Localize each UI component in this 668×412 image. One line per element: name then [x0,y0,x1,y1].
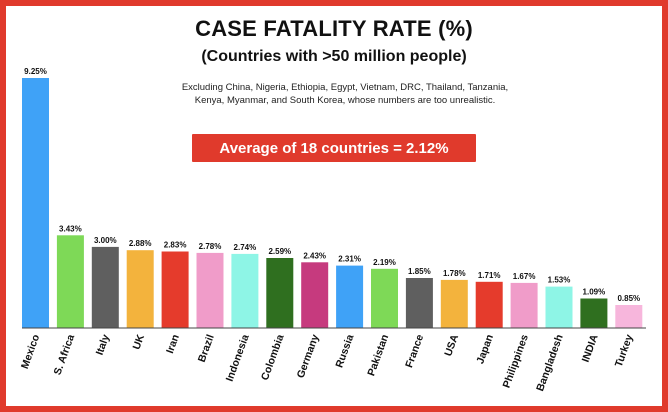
value-label-russia: 2.31% [338,255,361,264]
category-label-russia: Russia [333,333,356,370]
value-label-india: 1.09% [583,288,606,297]
bar-turkey [615,305,643,328]
category-label-turkey: Turkey [613,333,636,369]
value-label-indonesia: 2.74% [234,243,257,252]
value-label-iran: 2.83% [164,241,187,250]
average-banner: Average of 18 countries = 2.12% [192,134,476,162]
category-label-s-africa: S. Africa [52,333,78,377]
bar-bangladesh [545,286,573,328]
bar-mexico [22,78,49,328]
category-label-pakistan: Pakistan [365,333,391,378]
chart-note: Excluding China, Nigeria, Ethiopia, Egyp… [181,82,509,106]
value-label-italy: 3.00% [94,236,117,245]
category-label-indonesia: Indonesia [224,333,252,383]
category-label-italy: Italy [94,333,113,357]
bar-philippines [510,282,538,328]
category-label-india: INDIA [580,333,601,364]
category-label-usa: USA [442,333,461,358]
category-label-colombia: Colombia [259,333,287,382]
chart-subtitle: (Countries with >50 million people) [201,48,467,65]
value-label-uk: 2.88% [129,239,152,248]
category-label-brazil: Brazil [196,333,217,364]
bars-layer: 9.25% Mexico 3.43% S. Africa 3.00% Italy 2.88%… [19,67,643,393]
bar-germany [301,262,329,328]
bar-iran [161,251,189,328]
value-label-philippines: 1.67% [513,272,536,281]
category-label-mexico: Mexico [19,333,42,371]
bar-france [405,278,433,328]
value-label-colombia: 2.59% [268,247,291,256]
value-label-turkey: 0.85% [617,294,640,303]
category-label-uk: UK [131,333,148,352]
value-label-japan: 1.71% [478,271,501,280]
bar-italy [91,246,119,328]
value-label-brazil: 2.78% [199,242,222,251]
category-label-bangladesh: Bangladesh [534,333,566,393]
value-label-usa: 1.78% [443,269,466,278]
category-label-japan: Japan [474,333,496,366]
chart-title: CASE FATALITY RATE (%) [195,16,473,41]
bar-india [580,298,608,328]
bar-usa [440,279,468,328]
category-label-iran: Iran [164,333,182,355]
value-label-germany: 2.43% [303,251,326,260]
value-label-s-africa: 3.43% [59,224,82,233]
bar-uk [126,250,154,328]
category-label-france: France [403,333,426,370]
category-label-philippines: Philippines [500,333,530,390]
bar-colombia [266,258,294,328]
bar-s-africa [56,235,84,328]
bar-brazil [196,252,224,328]
chart-frame [6,6,662,406]
bar-pakistan [371,268,398,328]
value-label-france: 1.85% [408,267,431,276]
value-label-mexico: 9.25% [24,67,47,76]
value-label-bangladesh: 1.53% [548,276,571,285]
bar-japan [475,281,503,328]
category-label-germany: Germany [295,333,322,380]
bar-indonesia [231,253,259,328]
value-label-pakistan: 2.19% [373,258,396,267]
bar-russia [336,265,364,328]
